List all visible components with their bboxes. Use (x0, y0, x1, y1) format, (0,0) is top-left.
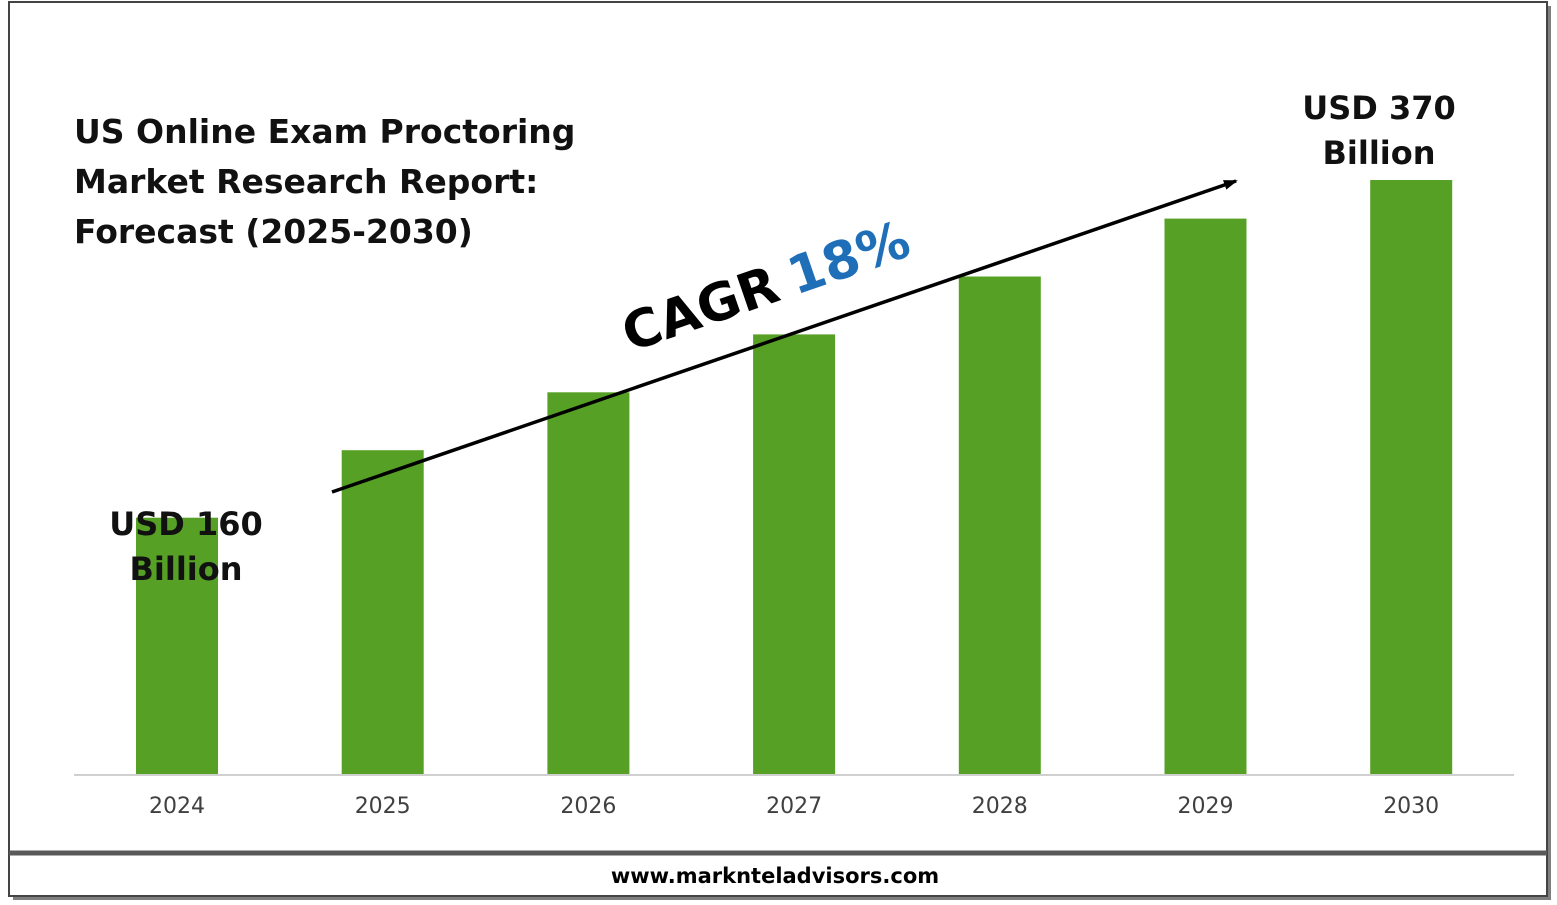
x-tick-2027: 2027 (766, 794, 822, 819)
x-tick-2028: 2028 (972, 794, 1028, 819)
title-line-3: Forecast (2025-2030) (74, 212, 473, 251)
chart-title: US Online Exam Proctoring Market Researc… (74, 112, 575, 251)
x-tick-2025: 2025 (355, 794, 411, 819)
x-tick-2024: 2024 (149, 794, 205, 819)
x-tick-labels: 2024 2025 2026 2027 2028 2029 2030 (149, 794, 1439, 819)
x-tick-2030: 2030 (1383, 794, 1439, 819)
first-value-label-line-2: Billion (129, 550, 242, 588)
title-line-2: Market Research Report: (74, 162, 538, 201)
bar-2030 (1370, 180, 1453, 775)
bar-2024 (136, 517, 218, 775)
bar-2029 (1164, 218, 1247, 776)
bar-2025 (341, 450, 424, 775)
last-value-label-line-1: USD 370 (1302, 89, 1456, 127)
bar-2028 (958, 276, 1041, 775)
x-tick-2026: 2026 (560, 794, 616, 819)
x-tick-2029: 2029 (1178, 794, 1234, 819)
title-line-1: US Online Exam Proctoring (74, 112, 575, 151)
bar-2026 (547, 392, 630, 775)
footer-url[interactable]: www.marknteladvisors.com (611, 864, 939, 888)
bar-series (136, 180, 1453, 776)
first-value-label-line-1: USD 160 (109, 505, 263, 543)
bar-2027 (753, 334, 836, 775)
cagr-arrow (331, 179, 1238, 494)
last-value-label-line-2: Billion (1322, 134, 1435, 172)
